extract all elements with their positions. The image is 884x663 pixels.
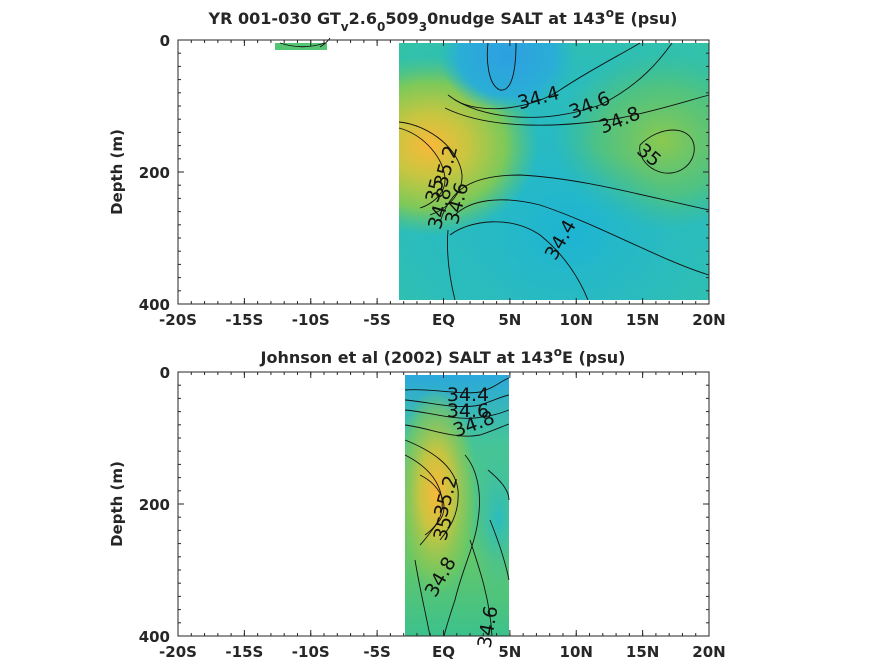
top-xtick-label: -10S [292, 311, 330, 329]
top-xtick-label: -20S [159, 311, 197, 329]
top-y-ticks: 0 200 400 [139, 32, 709, 314]
top-contours [279, 37, 710, 301]
top-xtick-label: -5S [363, 311, 390, 329]
top-x-ticks: -20S -15S -10S -5S EQ 5N 10N 15N 20N [159, 40, 726, 329]
bottom-xtick-label: -5S [363, 643, 390, 661]
bottom-ytick-label: 400 [139, 628, 170, 646]
bottom-xtick-label: 20N [692, 643, 725, 661]
top-xtick-label: 15N [626, 311, 659, 329]
bottom-contours [404, 377, 510, 637]
bottom-ytick-label: 0 [160, 364, 170, 382]
bottom-ylabel: Depth (m) [108, 461, 126, 547]
bottom-xtick-label: -10S [292, 643, 330, 661]
bottom-panel: Johnson et al (2002) SALT at 143oE (psu)… [108, 345, 726, 661]
top-contour-labels: 34.4 34.6 34.8 35 35.2 35 34.8 34.6 34.4 [421, 82, 665, 264]
bottom-xtick-label: EQ [432, 643, 455, 661]
top-title: YR 001-030 GTv2.6050930nudge SALT at 143… [208, 6, 678, 34]
bottom-xtick-label: 15N [626, 643, 659, 661]
bottom-minor-ticks [177, 371, 710, 637]
bottom-clabel-34-4: 34.4 [447, 384, 489, 406]
bottom-ytick-label: 200 [139, 496, 170, 514]
top-xtick-label: -15S [225, 311, 263, 329]
top-ytick-label: 200 [139, 164, 170, 182]
top-xtick-label: 5N [498, 311, 521, 329]
top-ytick-label: 400 [139, 296, 170, 314]
bottom-xtick-label: -15S [225, 643, 263, 661]
top-panel: YR 001-030 GTv2.6050930nudge SALT at 143… [108, 6, 726, 329]
bottom-xtick-label: 10N [560, 643, 593, 661]
top-minor-ticks [177, 39, 710, 305]
bottom-title: Johnson et al (2002) SALT at 143oE (psu) [260, 345, 626, 367]
top-ytick-label: 0 [160, 32, 170, 50]
top-xtick-label: EQ [432, 311, 455, 329]
top-ylabel: Depth (m) [108, 129, 126, 215]
top-xtick-label: 20N [692, 311, 725, 329]
bottom-xtick-label: 5N [498, 643, 521, 661]
bottom-xtick-label: -20S [159, 643, 197, 661]
top-xtick-label: 10N [560, 311, 593, 329]
bottom-clabel-34-6: 34.6 [447, 400, 489, 422]
